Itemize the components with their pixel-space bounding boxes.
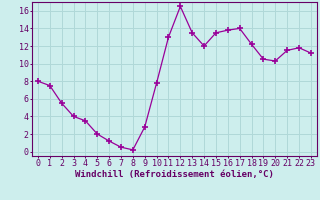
- X-axis label: Windchill (Refroidissement éolien,°C): Windchill (Refroidissement éolien,°C): [75, 170, 274, 179]
